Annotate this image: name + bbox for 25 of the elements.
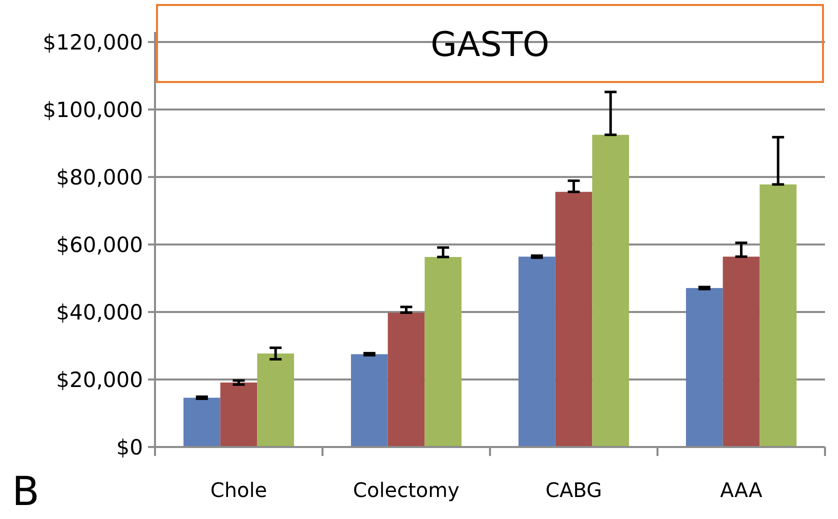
bar [424,256,462,447]
text: B [12,469,40,515]
bar [592,134,630,447]
bar [686,288,723,447]
y-tick-label: $60,000 [56,232,143,257]
y-tick-label: $40,000 [56,300,143,324]
bar [257,354,294,447]
bar [220,382,258,447]
chart-title: GASTO [430,24,550,65]
bar [555,192,592,447]
x-tick-label: Chole [210,478,268,502]
y-tick-label: $20,000 [56,368,143,392]
x-tick-label: Colectomy [353,478,460,502]
x-tick-label: CABG [545,478,602,502]
y-tick-label: $0 [116,435,143,460]
x-tick-label: AAA [720,478,763,502]
bar [388,312,425,447]
bar [350,354,388,447]
y-tick-label: $80,000 [56,165,143,190]
bar [183,398,220,447]
bar [722,256,760,447]
y-tick-label: $100,000 [42,98,143,122]
bar [760,184,797,447]
y-tick-label: $120,000 [42,30,143,54]
bar [518,256,556,447]
